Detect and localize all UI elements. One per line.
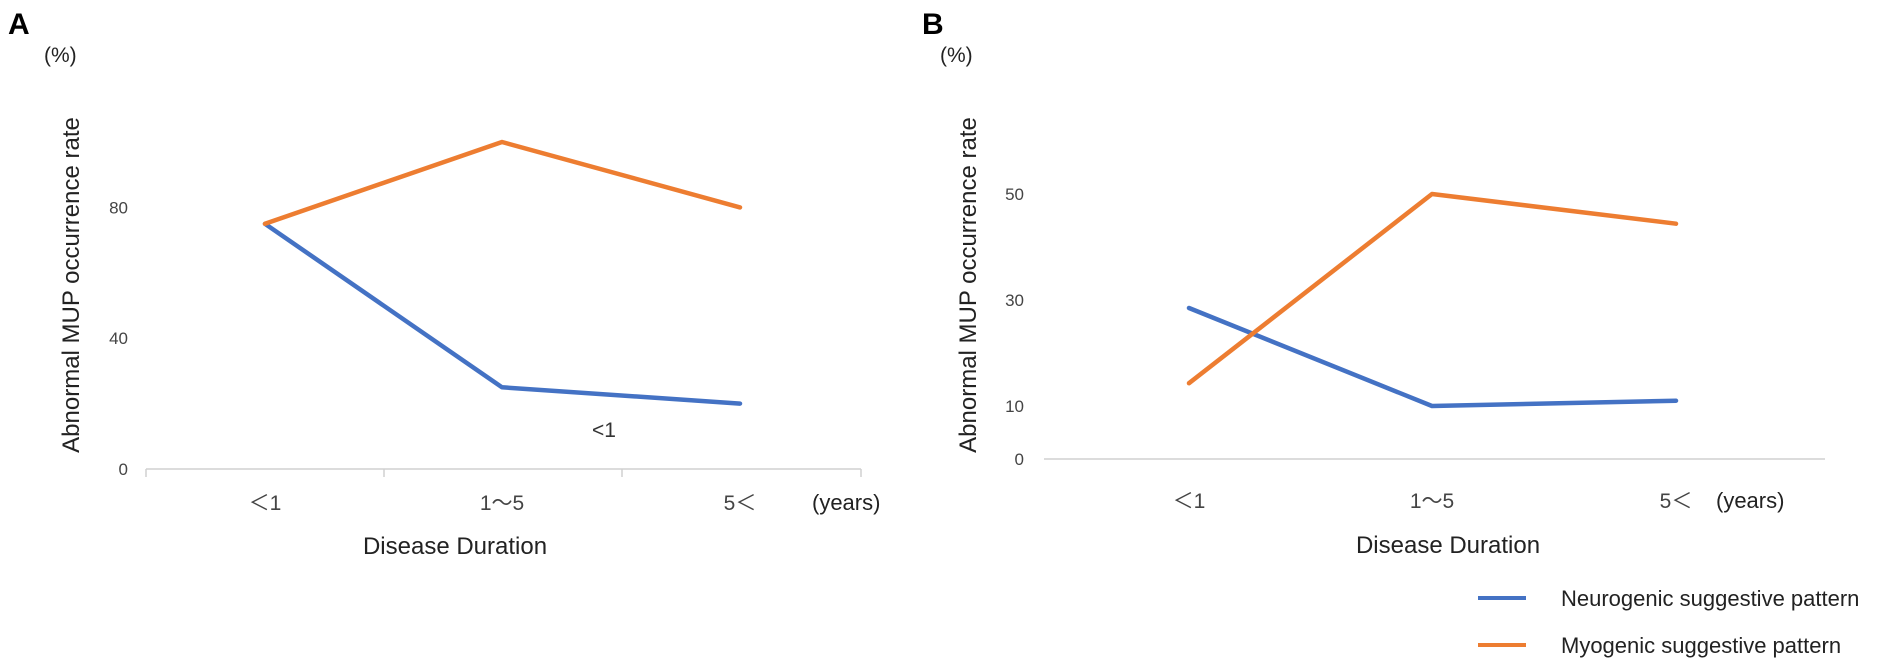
legend-label-myogenic: Myogenic suggestive pattern — [1561, 633, 1841, 658]
panel-a-x-unit-label: (years) — [812, 490, 880, 515]
panel-a-series-neurogenic-suggestive-pattern — [262, 221, 743, 406]
panel-a-y-axis-label: Abnormal MUP occurrence rate — [58, 117, 85, 453]
panel-a-categories: ＜1 1〜5 5＜ — [249, 492, 757, 515]
panel-b-category-2: 5＜ — [1660, 490, 1693, 513]
panel-a-category-2: 5＜ — [724, 492, 757, 515]
panel-a: A (%) Abnormal MUP occurrence rate 0 40 80… — [8, 8, 880, 560]
panel-b-series-myogenic-suggestive-pattern — [1186, 191, 1679, 386]
panel-b-unit-label: (%) — [940, 44, 973, 67]
panel-b-series-neurogenic-suggestive-pattern — [1186, 305, 1679, 409]
panel-a-category-1: 1〜5 — [480, 492, 524, 515]
panel-a-series-myogenic-suggestive-pattern — [262, 139, 743, 227]
panel-b-x-axis-label: Disease Duration — [1356, 532, 1540, 559]
panel-a-x-axis-label: Disease Duration — [363, 533, 547, 560]
panel-b-y-tick-50: 50 — [1005, 185, 1024, 204]
panel-b-series — [1186, 191, 1679, 409]
panel-b-categories: ＜1 1〜5 5＜ — [1173, 490, 1693, 513]
panel-b-y-tick-0: 0 — [1015, 450, 1024, 469]
panel-b-y-tick-30: 30 — [1005, 291, 1024, 310]
legend: Neurogenic suggestive pattern Myogenic s… — [1478, 586, 1859, 658]
legend-label-neurogenic: Neurogenic suggestive pattern — [1561, 586, 1859, 611]
panel-b: B (%) Abnormal MUP occurrence rate 0 10 30… — [922, 8, 1825, 559]
panel-b-y-ticks: 0 10 30 50 — [1005, 185, 1024, 469]
panel-b-label: B — [922, 8, 944, 41]
panel-b-x-unit-label: (years) — [1716, 488, 1784, 513]
panel-a-label: A — [8, 8, 30, 41]
panel-b-y-tick-10: 10 — [1005, 397, 1024, 416]
panel-b-category-0: ＜1 — [1173, 490, 1206, 513]
panel-a-unit-label: (%) — [44, 44, 77, 67]
panel-a-y-tick-0: 0 — [119, 460, 128, 479]
panel-a-y-tick-40: 40 — [109, 329, 128, 348]
panel-a-y-ticks: 0 40 80 — [109, 198, 128, 479]
panel-a-y-tick-80: 80 — [109, 198, 128, 217]
panel-a-series — [262, 139, 743, 406]
panel-a-x-ticks — [145, 469, 862, 477]
panel-a-annotation: <1 — [592, 419, 616, 442]
panel-b-category-1: 1〜5 — [1410, 490, 1454, 513]
panel-b-y-axis-label: Abnormal MUP occurrence rate — [955, 117, 982, 453]
panel-a-category-0: ＜1 — [249, 492, 282, 515]
